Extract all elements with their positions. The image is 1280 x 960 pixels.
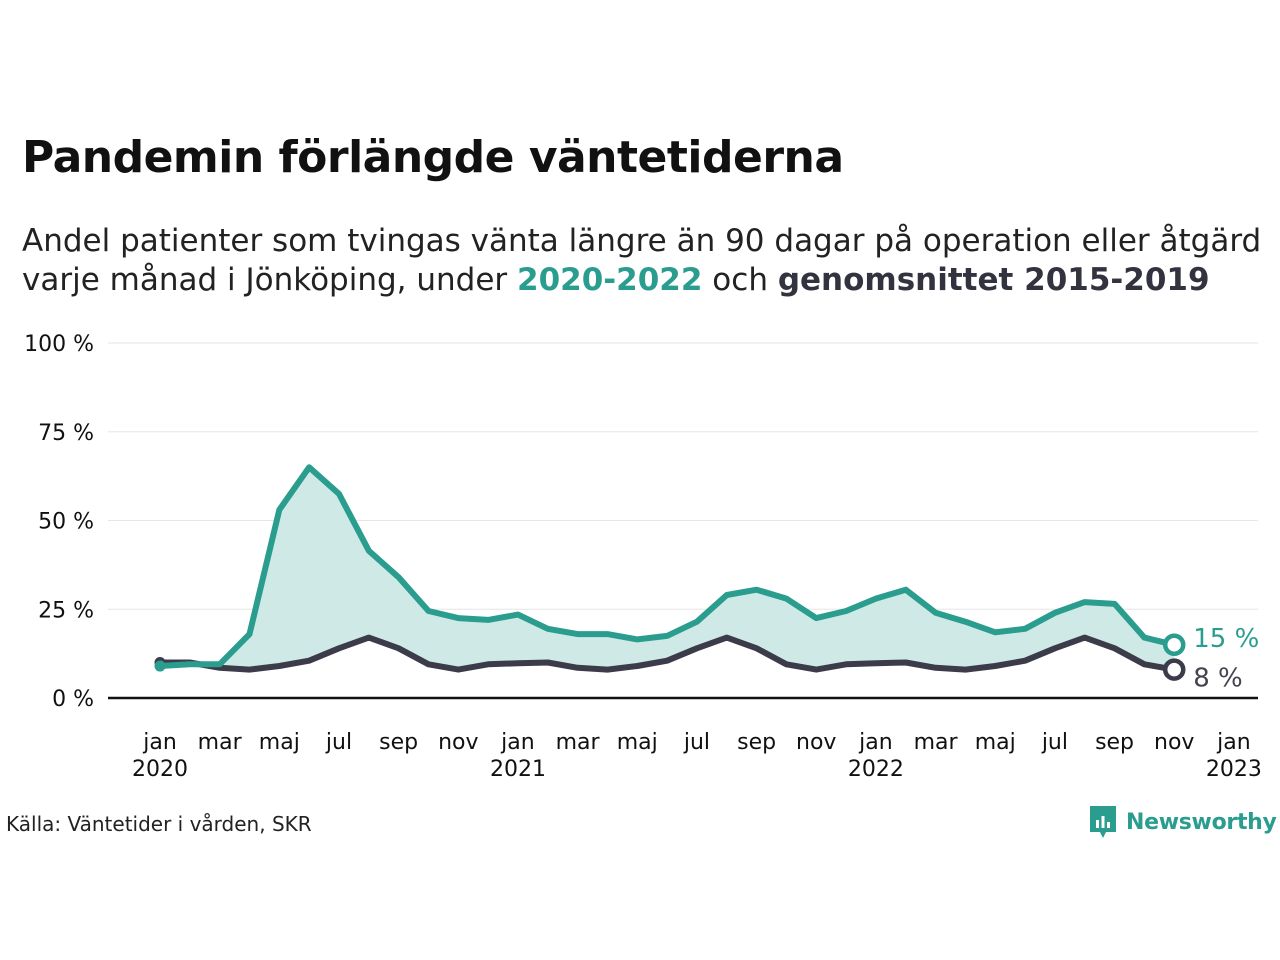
x-tick-label: jul — [1041, 730, 1068, 755]
end-label-average: 8 % — [1193, 664, 1243, 694]
x-tick-label: maj — [617, 730, 658, 755]
chart-subtitle: Andel patienter som tvingas vänta längre… — [22, 222, 1280, 300]
y-tick-label: 75 % — [38, 421, 94, 446]
x-tick-label: nov — [796, 730, 836, 755]
series-end-marker-average — [1162, 658, 1186, 681]
x-tick-year-label: 2022 — [848, 757, 904, 782]
y-tick-label: 0 % — [52, 687, 94, 712]
series2-label: genomsnittet 2015-2019 — [777, 262, 1210, 298]
area-between-series — [160, 467, 1175, 670]
series-line-2020-2022 — [157, 464, 1178, 669]
brand-logo: Newsworthy — [1088, 804, 1277, 840]
x-tick-label: jan — [142, 730, 177, 755]
subtitle-line-2: varje månad i Jönköping, under 2020-2022… — [22, 261, 1280, 300]
x-tick-label: mar — [198, 730, 243, 755]
subtitle-text-pre: varje månad i Jönköping, under — [22, 262, 518, 298]
x-tick-label: maj — [975, 730, 1016, 755]
end-label-2020-2022: 15 % — [1193, 624, 1259, 654]
x-tick-label: mar — [556, 730, 601, 755]
newsworthy-logo-icon — [1090, 806, 1116, 838]
x-tick-label: jan — [500, 730, 535, 755]
brand-name: Newsworthy — [1126, 809, 1277, 835]
x-tick-label: sep — [737, 730, 776, 755]
x-tick-label: jul — [683, 730, 710, 755]
x-tick-label: sep — [1095, 730, 1134, 755]
subtitle-text-mid: och — [702, 262, 778, 298]
series-end-marker-2020-2022 — [1162, 633, 1186, 656]
chart-title: Pandemin förlängde väntetiderna — [22, 132, 844, 183]
series1-label: 2020-2022 — [517, 262, 703, 298]
x-tick-label: jan — [1216, 730, 1251, 755]
series-line-average — [157, 634, 1178, 673]
series-start-dot-2020-2022 — [154, 660, 166, 672]
x-tick-label: sep — [379, 730, 418, 755]
x-tick-label: jul — [325, 730, 352, 755]
source-note: Källa: Väntetider i vården, SKR — [6, 812, 312, 836]
x-tick-year-label: 2020 — [132, 757, 188, 782]
x-tick-year-label: 2023 — [1206, 757, 1262, 782]
x-tick-label: nov — [1154, 730, 1194, 755]
x-tick-label: mar — [914, 730, 959, 755]
x-tick-label: nov — [438, 730, 478, 755]
y-tick-label: 100 % — [24, 332, 94, 357]
subtitle-line-1: Andel patienter som tvingas vänta längre… — [22, 223, 1262, 259]
y-tick-label: 25 % — [38, 598, 94, 623]
x-tick-label: maj — [259, 730, 300, 755]
x-tick-label: jan — [858, 730, 893, 755]
y-tick-label: 50 % — [38, 510, 94, 535]
x-tick-year-label: 2021 — [490, 757, 546, 782]
